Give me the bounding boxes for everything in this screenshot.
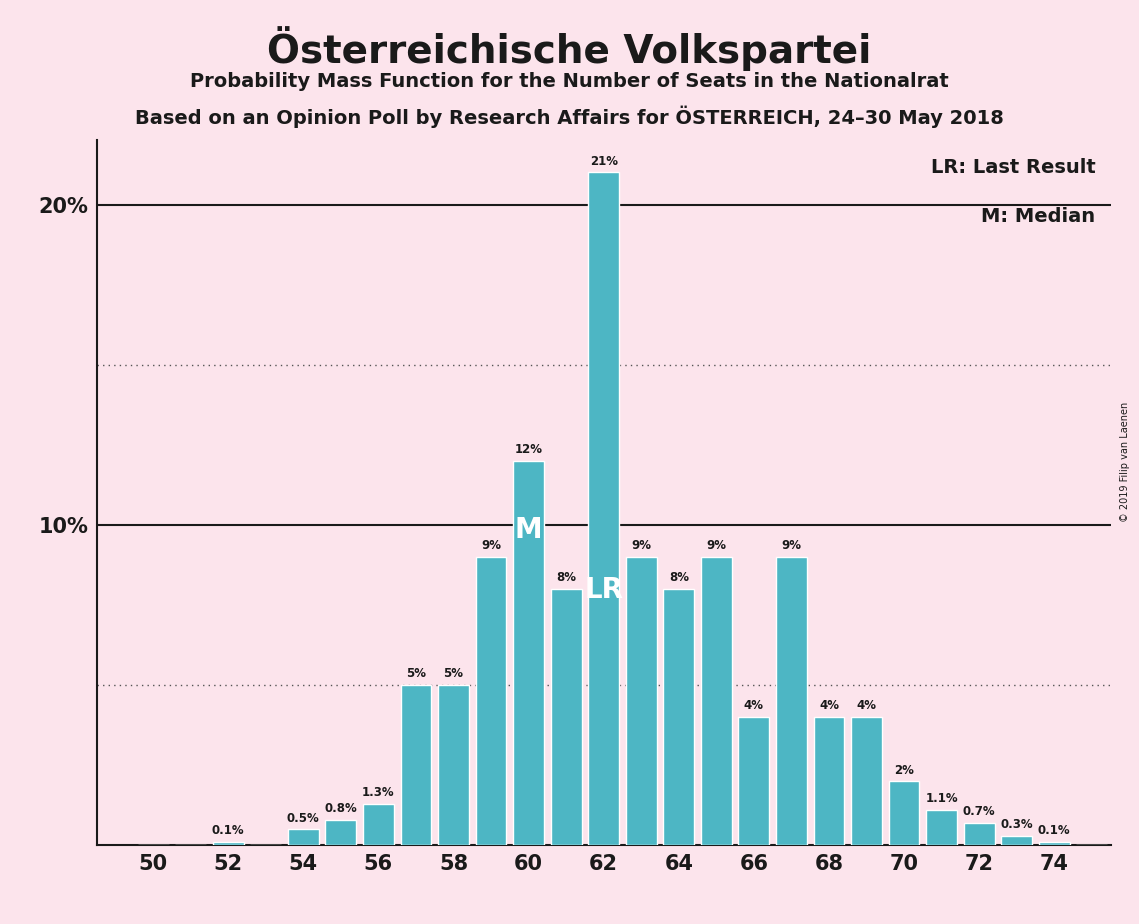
Text: 5%: 5% — [443, 667, 464, 680]
Text: 21%: 21% — [590, 154, 617, 167]
Bar — [401, 686, 432, 845]
Text: 1.1%: 1.1% — [925, 793, 958, 806]
Bar — [738, 717, 769, 845]
Text: Based on an Opinion Poll by Research Affairs for ÖSTERREICH, 24–30 May 2018: Based on an Opinion Poll by Research Aff… — [136, 105, 1003, 128]
Text: Probability Mass Function for the Number of Seats in the Nationalrat: Probability Mass Function for the Number… — [190, 72, 949, 91]
Text: 9%: 9% — [781, 540, 802, 553]
Bar — [476, 557, 507, 845]
Text: 0.1%: 0.1% — [1038, 824, 1071, 837]
Text: 0.8%: 0.8% — [325, 802, 358, 815]
Bar — [551, 590, 582, 845]
Bar — [926, 810, 957, 845]
Bar — [514, 461, 544, 845]
Text: Österreichische Volkspartei: Österreichische Volkspartei — [268, 26, 871, 71]
Bar — [625, 557, 656, 845]
Bar — [851, 717, 882, 845]
Bar — [439, 686, 469, 845]
Bar — [326, 820, 357, 845]
Text: M: Median: M: Median — [981, 207, 1096, 226]
Text: 0.7%: 0.7% — [962, 805, 995, 819]
Text: 8%: 8% — [669, 571, 689, 584]
Bar — [213, 843, 244, 845]
Text: 4%: 4% — [857, 699, 877, 712]
Text: LR: Last Result: LR: Last Result — [931, 158, 1096, 177]
Text: 8%: 8% — [556, 571, 576, 584]
Bar — [1001, 836, 1032, 845]
Text: M: M — [515, 517, 542, 544]
Bar — [776, 557, 806, 845]
Bar — [700, 557, 731, 845]
Text: © 2019 Filip van Laenen: © 2019 Filip van Laenen — [1121, 402, 1130, 522]
Text: 2%: 2% — [894, 763, 913, 776]
Bar — [588, 173, 620, 845]
Text: 4%: 4% — [744, 699, 764, 712]
Text: 9%: 9% — [631, 540, 652, 553]
Bar — [288, 830, 319, 845]
Bar — [663, 590, 694, 845]
Text: 9%: 9% — [706, 540, 727, 553]
Bar — [813, 717, 844, 845]
Bar — [964, 823, 994, 845]
Bar — [363, 804, 394, 845]
Text: 0.5%: 0.5% — [287, 811, 320, 824]
Bar — [1039, 843, 1070, 845]
Text: 5%: 5% — [405, 667, 426, 680]
Text: 0.1%: 0.1% — [212, 824, 245, 837]
Text: 0.3%: 0.3% — [1000, 818, 1033, 831]
Text: 4%: 4% — [819, 699, 839, 712]
Text: LR: LR — [584, 576, 623, 603]
Bar — [888, 782, 919, 845]
Text: 1.3%: 1.3% — [362, 786, 395, 799]
Text: 9%: 9% — [481, 540, 501, 553]
Text: 12%: 12% — [515, 444, 542, 456]
